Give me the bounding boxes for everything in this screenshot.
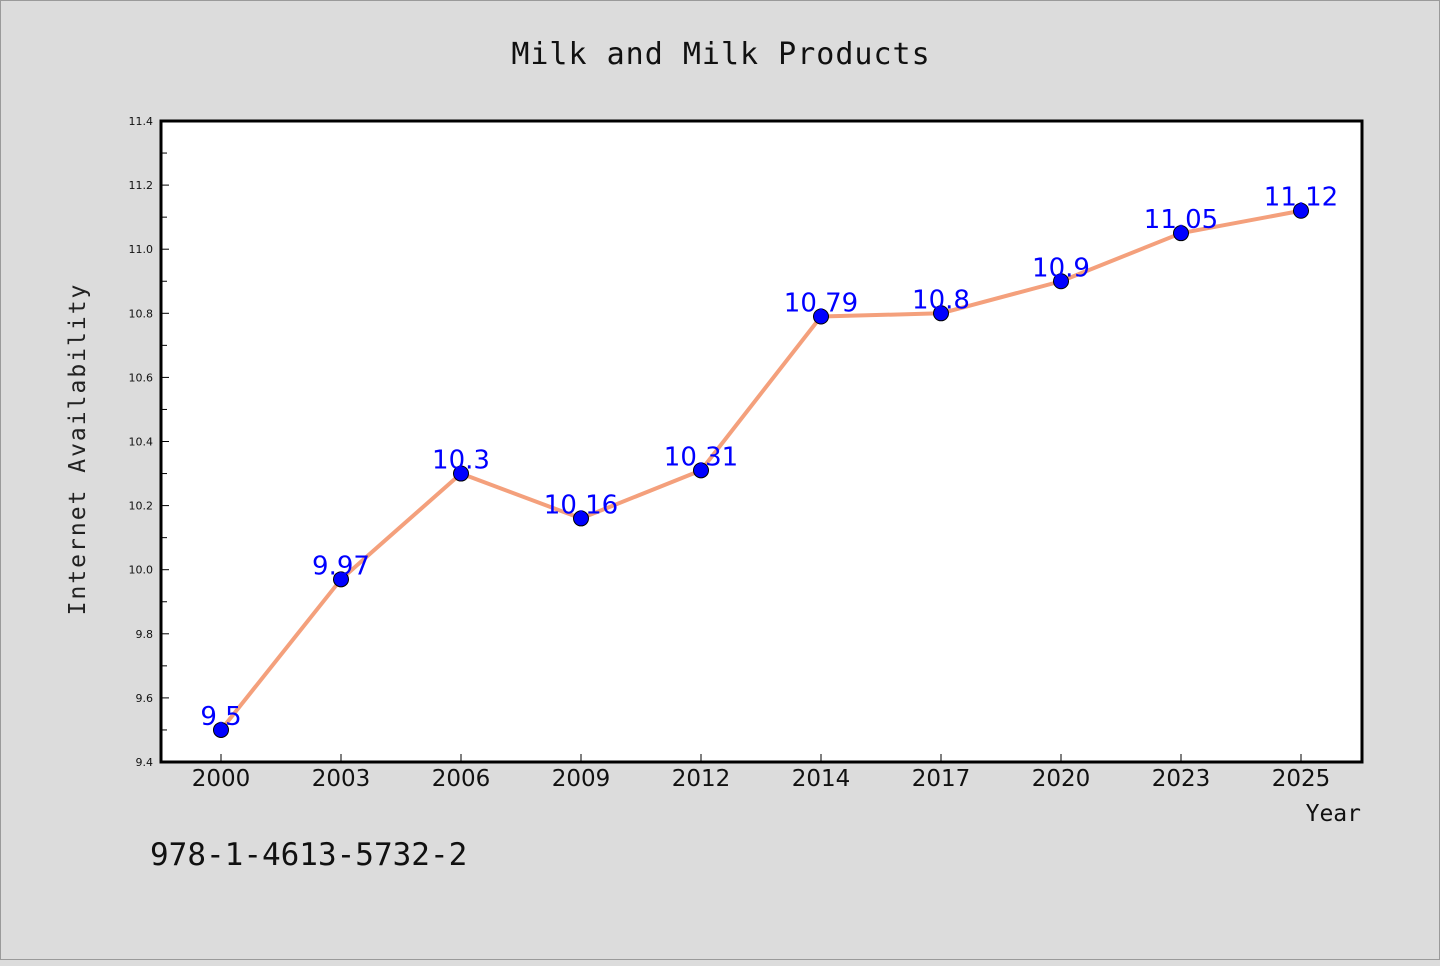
data-label: 10.3 bbox=[432, 446, 490, 476]
y-tick-label: 10.8 bbox=[129, 307, 154, 320]
y-tick-label: 9.8 bbox=[136, 628, 154, 641]
x-axis-label: Year bbox=[1306, 801, 1361, 827]
x-tick-label: 2017 bbox=[912, 766, 971, 792]
x-tick-label: 2012 bbox=[672, 766, 731, 792]
y-tick-label: 11.2 bbox=[129, 179, 154, 192]
data-point bbox=[693, 462, 709, 479]
data-point bbox=[1293, 202, 1309, 219]
x-tick-label: 2006 bbox=[432, 766, 491, 792]
data-point bbox=[453, 465, 469, 482]
x-tick-label: 2014 bbox=[792, 766, 851, 792]
series-line bbox=[219, 208, 1303, 732]
data-label: 10.9 bbox=[1032, 253, 1090, 283]
x-tick-label: 2025 bbox=[1272, 766, 1331, 792]
y-tick-label: 10.2 bbox=[129, 500, 154, 513]
isbn-footnote: 978-1-4613-5732-2 bbox=[150, 837, 467, 873]
data-label: 10.79 bbox=[784, 289, 858, 319]
y-tick-label: 10.6 bbox=[129, 371, 154, 384]
data-label: 9.5 bbox=[200, 702, 241, 732]
data-label: 10.31 bbox=[664, 442, 738, 472]
y-tick-label: 10.4 bbox=[129, 436, 154, 449]
x-tick-label: 2000 bbox=[192, 766, 251, 792]
data-label: 11.05 bbox=[1144, 205, 1218, 235]
data-point bbox=[333, 571, 349, 588]
data-label: 11.12 bbox=[1264, 183, 1338, 213]
x-tick-label: 2003 bbox=[312, 766, 371, 792]
data-label: 9.97 bbox=[312, 551, 370, 581]
y-tick-label: 11.0 bbox=[129, 243, 154, 256]
data-label: 10.16 bbox=[544, 490, 618, 520]
data-point bbox=[1173, 225, 1189, 242]
series-layer: 9.5 9.97 10.3 10.16 10.31 10.79 10.8 10.9 11.05 1… bbox=[200, 183, 1338, 738]
axis-ticks: 9.4 9.6 9.8 10.0 10.2 10.4 10.6 10.8 11.0 11.2 11.… bbox=[129, 115, 1331, 792]
x-tick-label: 2020 bbox=[1032, 766, 1091, 792]
y-tick-label: 9.6 bbox=[136, 692, 154, 705]
plot-area bbox=[159, 119, 1364, 764]
y-axis-label: Internet Availability bbox=[65, 283, 91, 616]
y-tick-label: 10.0 bbox=[129, 564, 154, 577]
data-point bbox=[213, 721, 229, 738]
x-tick-label: 2023 bbox=[1152, 766, 1211, 792]
y-tick-label: 9.4 bbox=[136, 756, 154, 769]
data-point bbox=[573, 510, 589, 527]
chart-title: Milk and Milk Products bbox=[511, 37, 930, 72]
x-tick-label: 2009 bbox=[552, 766, 611, 792]
data-label: 10.8 bbox=[912, 285, 970, 315]
data-point bbox=[933, 305, 949, 322]
data-point bbox=[813, 308, 829, 325]
y-tick-label: 11.4 bbox=[129, 115, 154, 128]
data-point bbox=[1053, 273, 1069, 290]
